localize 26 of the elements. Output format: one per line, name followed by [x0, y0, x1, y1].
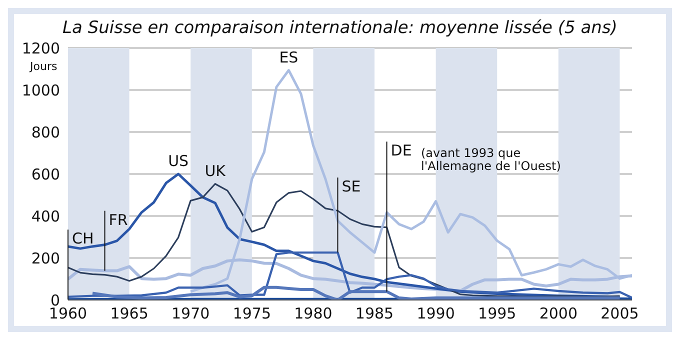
series-label: UK: [204, 162, 227, 180]
x-tick-label: 1990: [416, 304, 455, 323]
x-tick-label: 1965: [110, 304, 148, 323]
y-axis-title: Jours: [30, 60, 58, 73]
x-tick-label: 1960: [48, 304, 88, 323]
series-label: US: [168, 152, 189, 170]
x-tick-label: 2005: [600, 304, 639, 323]
text: DE: [390, 142, 412, 160]
x-tick-label: 1970: [172, 304, 210, 323]
series-label: ES: [279, 48, 298, 66]
text: FR: [108, 210, 128, 229]
y-tick-label: 400: [31, 207, 60, 226]
text: CH: [72, 230, 94, 248]
annotation: (avant 1993 que l'Allemagne de l'Ouest): [421, 146, 561, 173]
y-tick-label: 200: [31, 249, 60, 268]
x-tick-label: 1980: [294, 304, 332, 323]
x-tick-label: 1975: [232, 304, 272, 323]
y-tick-label: 1000: [22, 81, 60, 100]
text: SE: [342, 178, 361, 196]
y-tick-label: 600: [31, 165, 60, 184]
y-tick-label: 1200: [22, 39, 60, 58]
y-tick-label: 800: [31, 123, 60, 142]
chart-title: La Suisse en comparaison internationale: moyenne lissée (5 ans): [62, 18, 618, 38]
x-tick-label: 1995: [478, 304, 516, 323]
x-tick-label: 2000: [539, 304, 578, 323]
x-tick-label: 1985: [355, 304, 394, 323]
